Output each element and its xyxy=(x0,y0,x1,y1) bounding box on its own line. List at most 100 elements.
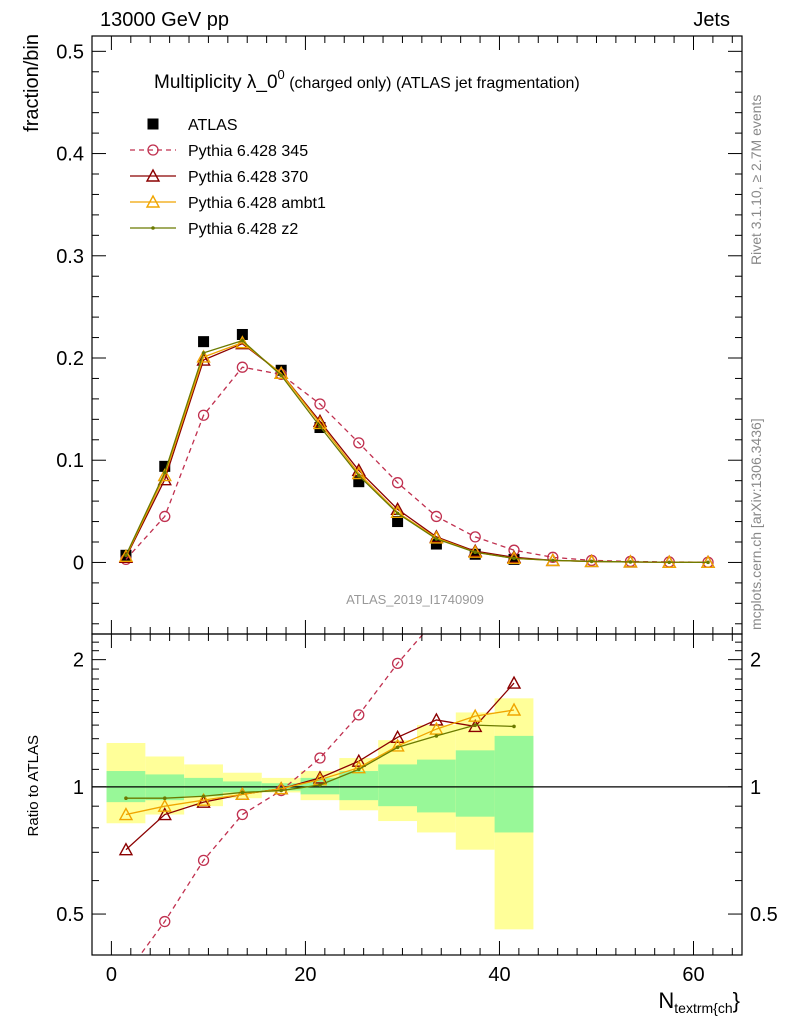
ratio-y-tick-label: 1 xyxy=(73,777,84,799)
data-point xyxy=(473,550,478,555)
ratio-y-axis-label: Ratio to ATLAS xyxy=(25,735,42,836)
data-point xyxy=(318,424,322,429)
data-point xyxy=(236,328,248,340)
data-point xyxy=(196,349,211,363)
data-point xyxy=(279,788,283,793)
data-point xyxy=(429,712,444,726)
header-left: 13000 GeV pp xyxy=(100,9,229,31)
data-point xyxy=(390,504,405,519)
header-right: Jets xyxy=(693,9,730,31)
legend-label: Pythia 6.428 370 xyxy=(188,169,308,186)
data-point xyxy=(196,794,211,808)
data-point xyxy=(162,470,167,475)
data-point xyxy=(473,723,478,727)
legend-marker xyxy=(151,226,155,230)
ratio-y-tick-label-right: 2 xyxy=(750,650,761,672)
legend-marker xyxy=(145,194,161,208)
data-point xyxy=(314,752,326,764)
series-line xyxy=(125,339,709,563)
data-point xyxy=(118,807,134,821)
uncertainty-band-inner xyxy=(417,759,456,813)
series-line xyxy=(125,682,515,851)
data-point xyxy=(273,781,289,795)
data-point xyxy=(236,808,249,821)
data-point xyxy=(429,721,444,735)
mcplots-label: mcplots.cern.ch [arXiv:1306.3436] xyxy=(748,418,764,630)
data-point xyxy=(469,548,481,560)
data-point xyxy=(667,560,672,565)
y-tick-label: 0.2 xyxy=(56,348,84,370)
data-point xyxy=(512,556,516,561)
data-point xyxy=(589,559,594,564)
uncertainty-band-inner xyxy=(378,764,417,807)
x-tick-label: 40 xyxy=(488,964,510,986)
x-tick-label: 60 xyxy=(682,964,704,986)
series-line xyxy=(125,709,515,816)
ratio-y-tick-label: 0.5 xyxy=(56,904,84,926)
data-point xyxy=(240,790,245,795)
data-point xyxy=(628,560,633,564)
data-point xyxy=(159,510,171,523)
data-point xyxy=(275,368,287,381)
series-line xyxy=(125,366,709,563)
data-point xyxy=(157,807,172,821)
uncertainty-band-inner xyxy=(455,750,495,817)
ratio-plot-frame xyxy=(91,633,743,956)
data-point xyxy=(706,560,710,565)
data-point xyxy=(351,753,366,767)
rivet-label: Rivet 3.1.10, ≥ 2.7M events xyxy=(748,95,764,265)
y-tick-label: 0.4 xyxy=(56,144,84,166)
data-point xyxy=(434,537,439,541)
data-point xyxy=(196,352,211,366)
data-point xyxy=(353,709,365,721)
data-point xyxy=(395,745,400,750)
legend: ATLAS Pythia 6.428 345 Pythia 6.428 370 Pyt… xyxy=(130,117,326,238)
data-point xyxy=(201,351,206,355)
data-point xyxy=(353,437,365,449)
y-tick-label: 0.3 xyxy=(56,246,84,268)
uncertainty-band-inner xyxy=(494,735,534,833)
data-point xyxy=(430,510,443,523)
y-tick-label: 0.1 xyxy=(56,450,84,472)
ratio-y-tick-label: 2 xyxy=(73,650,84,672)
legend-label: ATLAS xyxy=(188,117,238,134)
data-point xyxy=(279,373,283,378)
data-point xyxy=(157,468,172,482)
data-point xyxy=(390,738,405,752)
data-point xyxy=(508,544,520,556)
series-group xyxy=(118,328,716,569)
data-point xyxy=(506,675,522,689)
data-point xyxy=(124,553,128,558)
analysis-label: ATLAS_2019_I1740909 xyxy=(346,592,484,607)
data-point xyxy=(353,476,365,488)
data-point xyxy=(124,796,128,801)
legend-label: Pythia 6.428 ambt1 xyxy=(188,195,326,212)
legend-marker xyxy=(147,118,159,130)
data-point xyxy=(118,842,134,856)
data-point xyxy=(236,361,249,373)
data-point xyxy=(198,336,210,348)
data-point xyxy=(468,708,483,722)
data-point xyxy=(197,409,210,421)
data-point xyxy=(395,511,400,516)
data-point xyxy=(431,614,441,624)
data-point xyxy=(391,657,404,670)
data-point xyxy=(159,460,171,472)
data-point xyxy=(390,729,405,743)
data-point xyxy=(197,854,210,866)
uncertainty-band-inner xyxy=(339,771,379,801)
data-point xyxy=(351,466,366,480)
series-line xyxy=(125,342,709,563)
ratio-y-tick-label-right: 1 xyxy=(750,777,761,799)
main-plot: 0 0.1 0.2 0.3 0.4 0.5 xyxy=(56,35,743,635)
data-point xyxy=(318,783,322,787)
data-point xyxy=(159,915,171,928)
y-axis-label: fraction/bin xyxy=(21,34,43,132)
data-point xyxy=(470,574,480,584)
data-point xyxy=(512,724,516,729)
x-tick-label: 20 xyxy=(294,964,316,986)
data-point xyxy=(547,551,559,563)
data-point xyxy=(240,338,245,343)
data-point xyxy=(509,527,519,537)
